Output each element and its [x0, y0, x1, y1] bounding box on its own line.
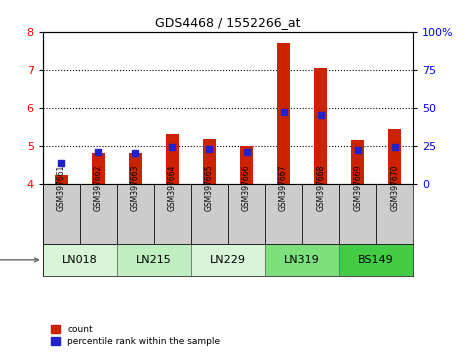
- Text: GSM397663: GSM397663: [131, 164, 140, 211]
- Text: GSM397664: GSM397664: [168, 164, 177, 211]
- Bar: [43, 184, 80, 244]
- Bar: [240, 146, 253, 184]
- Text: LN018: LN018: [62, 255, 98, 265]
- Bar: [376, 184, 413, 244]
- Bar: [302, 184, 339, 244]
- Bar: [43, 244, 117, 276]
- Bar: [203, 139, 216, 184]
- Bar: [314, 68, 327, 184]
- Point: [243, 149, 250, 155]
- Legend: count, percentile rank within the sample: count, percentile rank within the sample: [48, 321, 224, 349]
- Text: GSM397670: GSM397670: [390, 164, 399, 211]
- Point: [354, 148, 361, 153]
- Bar: [117, 184, 154, 244]
- Bar: [154, 184, 191, 244]
- Text: GSM397662: GSM397662: [94, 164, 103, 211]
- Bar: [265, 244, 339, 276]
- Bar: [339, 244, 413, 276]
- Text: GSM397669: GSM397669: [353, 164, 362, 211]
- Point: [317, 113, 324, 118]
- Text: GSM397666: GSM397666: [242, 164, 251, 211]
- Text: LN229: LN229: [210, 255, 246, 265]
- Text: LN215: LN215: [136, 255, 172, 265]
- Title: GDS4468 / 1552266_at: GDS4468 / 1552266_at: [155, 16, 301, 29]
- Bar: [55, 176, 68, 184]
- Point: [57, 160, 65, 165]
- Point: [169, 144, 176, 150]
- Bar: [129, 153, 142, 184]
- Text: GSM397668: GSM397668: [316, 164, 325, 211]
- Point: [132, 150, 139, 156]
- Bar: [117, 244, 191, 276]
- Bar: [388, 129, 401, 184]
- Bar: [166, 135, 179, 184]
- Text: BS149: BS149: [358, 255, 394, 265]
- Point: [206, 146, 213, 152]
- Bar: [339, 184, 376, 244]
- Point: [280, 110, 287, 115]
- Point: [95, 149, 102, 155]
- Point: [391, 144, 399, 150]
- Text: GSM397665: GSM397665: [205, 164, 214, 211]
- Bar: [92, 153, 105, 184]
- Bar: [228, 184, 265, 244]
- Text: GSM397661: GSM397661: [57, 164, 66, 211]
- Bar: [80, 184, 117, 244]
- Text: LN319: LN319: [284, 255, 320, 265]
- Text: GSM397667: GSM397667: [279, 164, 288, 211]
- Bar: [265, 184, 302, 244]
- Bar: [277, 43, 290, 184]
- Bar: [351, 140, 364, 184]
- Bar: [191, 244, 265, 276]
- Text: cell line: cell line: [0, 255, 38, 265]
- Bar: [191, 184, 228, 244]
